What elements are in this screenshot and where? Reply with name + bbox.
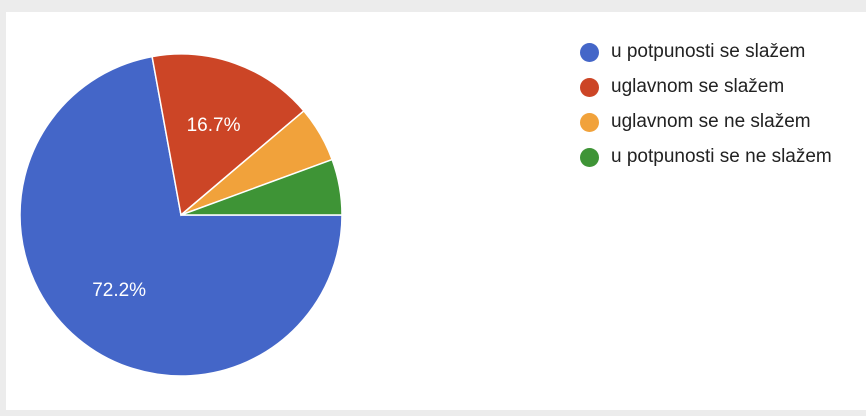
legend-swatch [580,42,599,62]
pie-chart: 72.2% 16.7% [19,53,343,377]
legend: u potpunosti se slažem uglavnom se slaže… [580,38,832,178]
legend-item-uglavnom-se-slazem[interactable]: uglavnom se slažem [580,73,832,101]
pie-slice[interactable] [180,158,343,216]
legend-label: uglavnom se slažem [611,76,785,97]
legend-label: u potpunosti se ne slažem [611,146,832,167]
slice-data-label: 16.7% [187,115,241,136]
pie-slice[interactable] [19,55,343,377]
slice-data-label: 72.2% [92,280,146,301]
legend-item-uglavnom-se-ne-slazem[interactable]: uglavnom se ne slažem [580,108,832,136]
legend-swatch [580,112,599,132]
chart-panel: 72.2% 16.7% u potpunosti se slažem uglavn… [6,12,866,410]
legend-label: uglavnom se ne slažem [611,111,811,132]
legend-label: u potpunosti se slažem [611,41,806,62]
legend-swatch [580,77,599,97]
legend-swatch [580,147,599,167]
pie-slice[interactable] [151,53,305,217]
legend-item-u-potpunosti-se-slazem[interactable]: u potpunosti se slažem [580,38,832,66]
legend-item-u-potpunosti-se-ne-slazem[interactable]: u potpunosti se ne slažem [580,143,832,171]
